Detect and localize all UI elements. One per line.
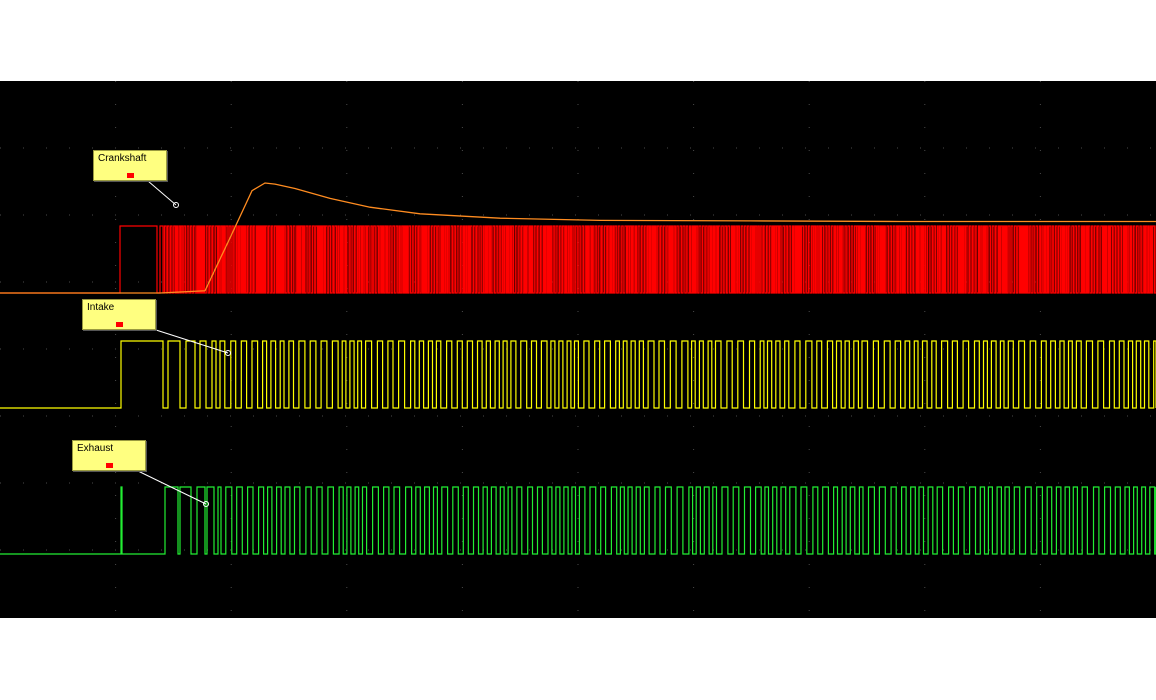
callout-leader-2 xyxy=(137,470,207,505)
oscilloscope-display: Crankshaft Intake Exhaust xyxy=(0,81,1156,618)
callout-leader-tip-2 xyxy=(203,501,209,507)
callout-exhaust-marker xyxy=(106,463,113,468)
callout-exhaust[interactable]: Exhaust xyxy=(72,440,146,471)
callout-leader-1 xyxy=(155,329,229,354)
callout-intake-marker xyxy=(116,322,123,327)
intake-trace xyxy=(0,340,1156,409)
callout-crankshaft-label: Crankshaft xyxy=(98,153,147,164)
callout-intake-label: Intake xyxy=(87,302,115,313)
callout-exhaust-label: Exhaust xyxy=(77,443,114,454)
callout-crankshaft[interactable]: Crankshaft xyxy=(93,150,167,181)
analog-trace xyxy=(0,182,1156,294)
waveform-plot xyxy=(0,81,1156,618)
callout-leader-0 xyxy=(147,180,177,206)
callout-leader-tip-1 xyxy=(225,350,231,356)
callout-intake[interactable]: Intake xyxy=(82,299,156,330)
exhaust-trace xyxy=(0,486,1156,555)
callout-leader-tip-0 xyxy=(173,202,179,208)
callout-crankshaft-marker xyxy=(127,173,134,178)
crankshaft-trace xyxy=(0,225,1156,294)
